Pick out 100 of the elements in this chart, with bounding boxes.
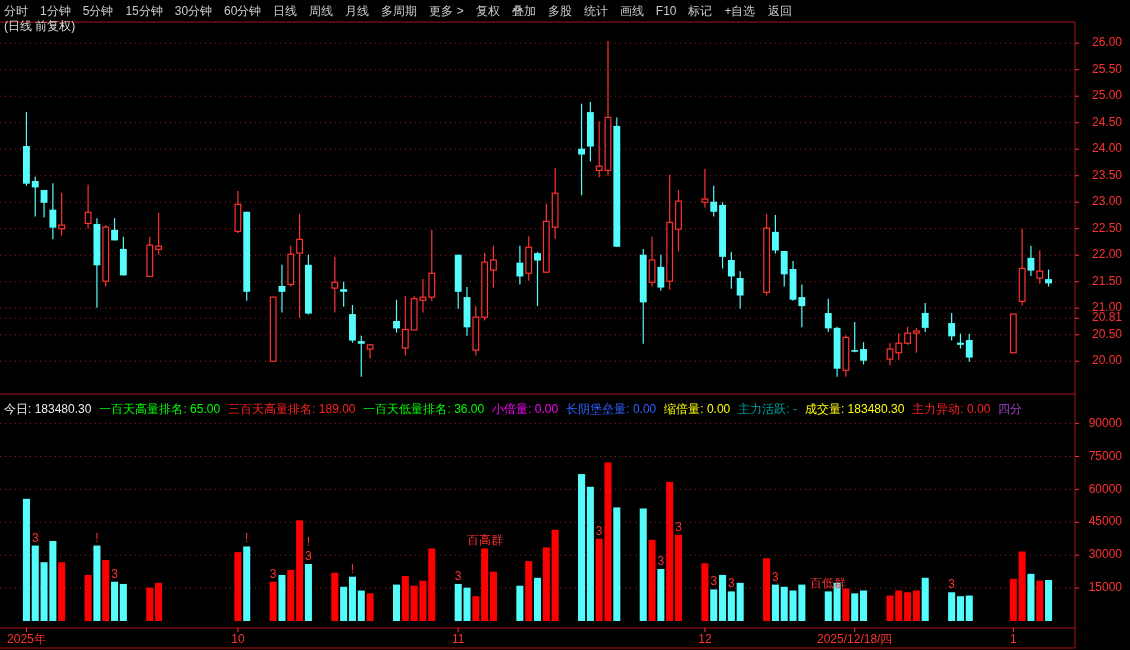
bar [904,592,912,621]
annotation: 3 [948,577,956,592]
y-tick-label: 24.00 [1091,141,1123,156]
annotation: 3 [111,566,119,581]
annotation: 3 [305,548,313,563]
text: 60分钟 [224,4,262,19]
text: 多股 [547,4,572,19]
annotation: 主力异动: 0.00 [912,402,991,417]
bar [1018,551,1026,621]
bar [243,546,251,621]
bar [727,591,735,621]
bar [639,508,647,621]
annotation: 3 [269,566,277,581]
bar [111,581,119,621]
bar [287,569,295,621]
bar [886,595,894,621]
bar [1027,573,1035,621]
y-tick-label: 90000 [1088,415,1123,430]
bar [578,474,586,621]
bar [401,576,409,621]
bar [851,593,859,621]
bar [648,539,656,621]
bar [84,574,92,621]
text: 日线 [273,4,298,19]
annotation: 缩倍量: 0.00 [664,402,731,417]
annotation: 小倍量: 0.00 [492,402,559,417]
bar [278,574,286,621]
bar [93,545,101,621]
bar [965,595,973,621]
bar [1036,580,1044,621]
bar [516,585,524,621]
annotation: 三百天高量排名: 189.00 [228,402,356,417]
bar [472,596,480,621]
bar [948,592,956,621]
bar [428,548,436,621]
bar [613,507,621,621]
text: 更多 > [429,4,464,19]
y-tick-label: 20.00 [1091,353,1123,368]
bar [763,558,771,621]
text: 30分钟 [174,4,213,19]
bar [331,572,339,621]
y-tick-label: 20.50 [1091,326,1123,341]
bar [895,590,903,621]
bar [22,498,30,621]
y-tick-label: 21.50 [1091,273,1123,288]
bar [357,590,365,621]
y-tick-label: 22.00 [1091,247,1123,262]
text: 返回 [767,4,792,19]
y-tick-label: 26.00 [1091,35,1123,50]
annotation: ! [95,530,99,545]
text: 5分钟 [82,4,114,19]
annotation: 3 [454,568,462,583]
text: 分时 [4,4,28,19]
bar [58,562,66,621]
annotation: ! [306,534,311,549]
annotation: 一百天高量排名: 65.00 [99,402,221,417]
text: 标记 [687,4,713,19]
text: F10 [655,4,677,19]
annotation: 3 [675,519,683,534]
bar [586,486,594,621]
bar [234,552,242,621]
y-tick-label: 23.00 [1091,194,1123,209]
annotation: 今日: 183480.30 [4,402,92,417]
bar [542,547,550,621]
annotation: 3 [710,574,718,589]
bar [921,577,929,621]
text: 统计 [583,4,608,19]
y-tick-label: 60000 [1088,481,1123,496]
annotation: 3 [595,523,603,538]
text: 多周期 [381,4,418,19]
text: 画线 [619,4,644,19]
bar [296,520,304,621]
bar [860,590,868,621]
bar [701,563,709,621]
y-tick-label: 15000 [1088,580,1123,595]
bar [533,577,542,621]
y-tick-label: 25.00 [1091,88,1123,103]
annotation: 长阴堡垒量: 0.00 [566,402,657,417]
bar [366,593,374,621]
bar [340,586,348,621]
annotation: ! [245,531,249,546]
bar [146,587,154,621]
bar [1045,579,1053,621]
y-tick-label: 20.81 [1091,310,1123,325]
x-tick-label: 11 [451,632,465,646]
x-tick-label: 10 [231,632,245,646]
y-tick-label: 30000 [1088,547,1123,562]
x-tick-label: 2025/12/18/四 [817,632,893,646]
bar [1009,578,1017,621]
bar [824,591,832,621]
bar [674,534,683,621]
bar [119,583,127,621]
annotation: ! [350,561,355,576]
x-tick-label: 2025年 [7,632,46,646]
bar [525,561,533,621]
annotation: 3 [31,530,39,545]
annotation: 四分 [998,402,1023,417]
bar [304,563,312,621]
annotation: 百高群 [466,533,503,548]
text: 月线 [345,4,370,19]
